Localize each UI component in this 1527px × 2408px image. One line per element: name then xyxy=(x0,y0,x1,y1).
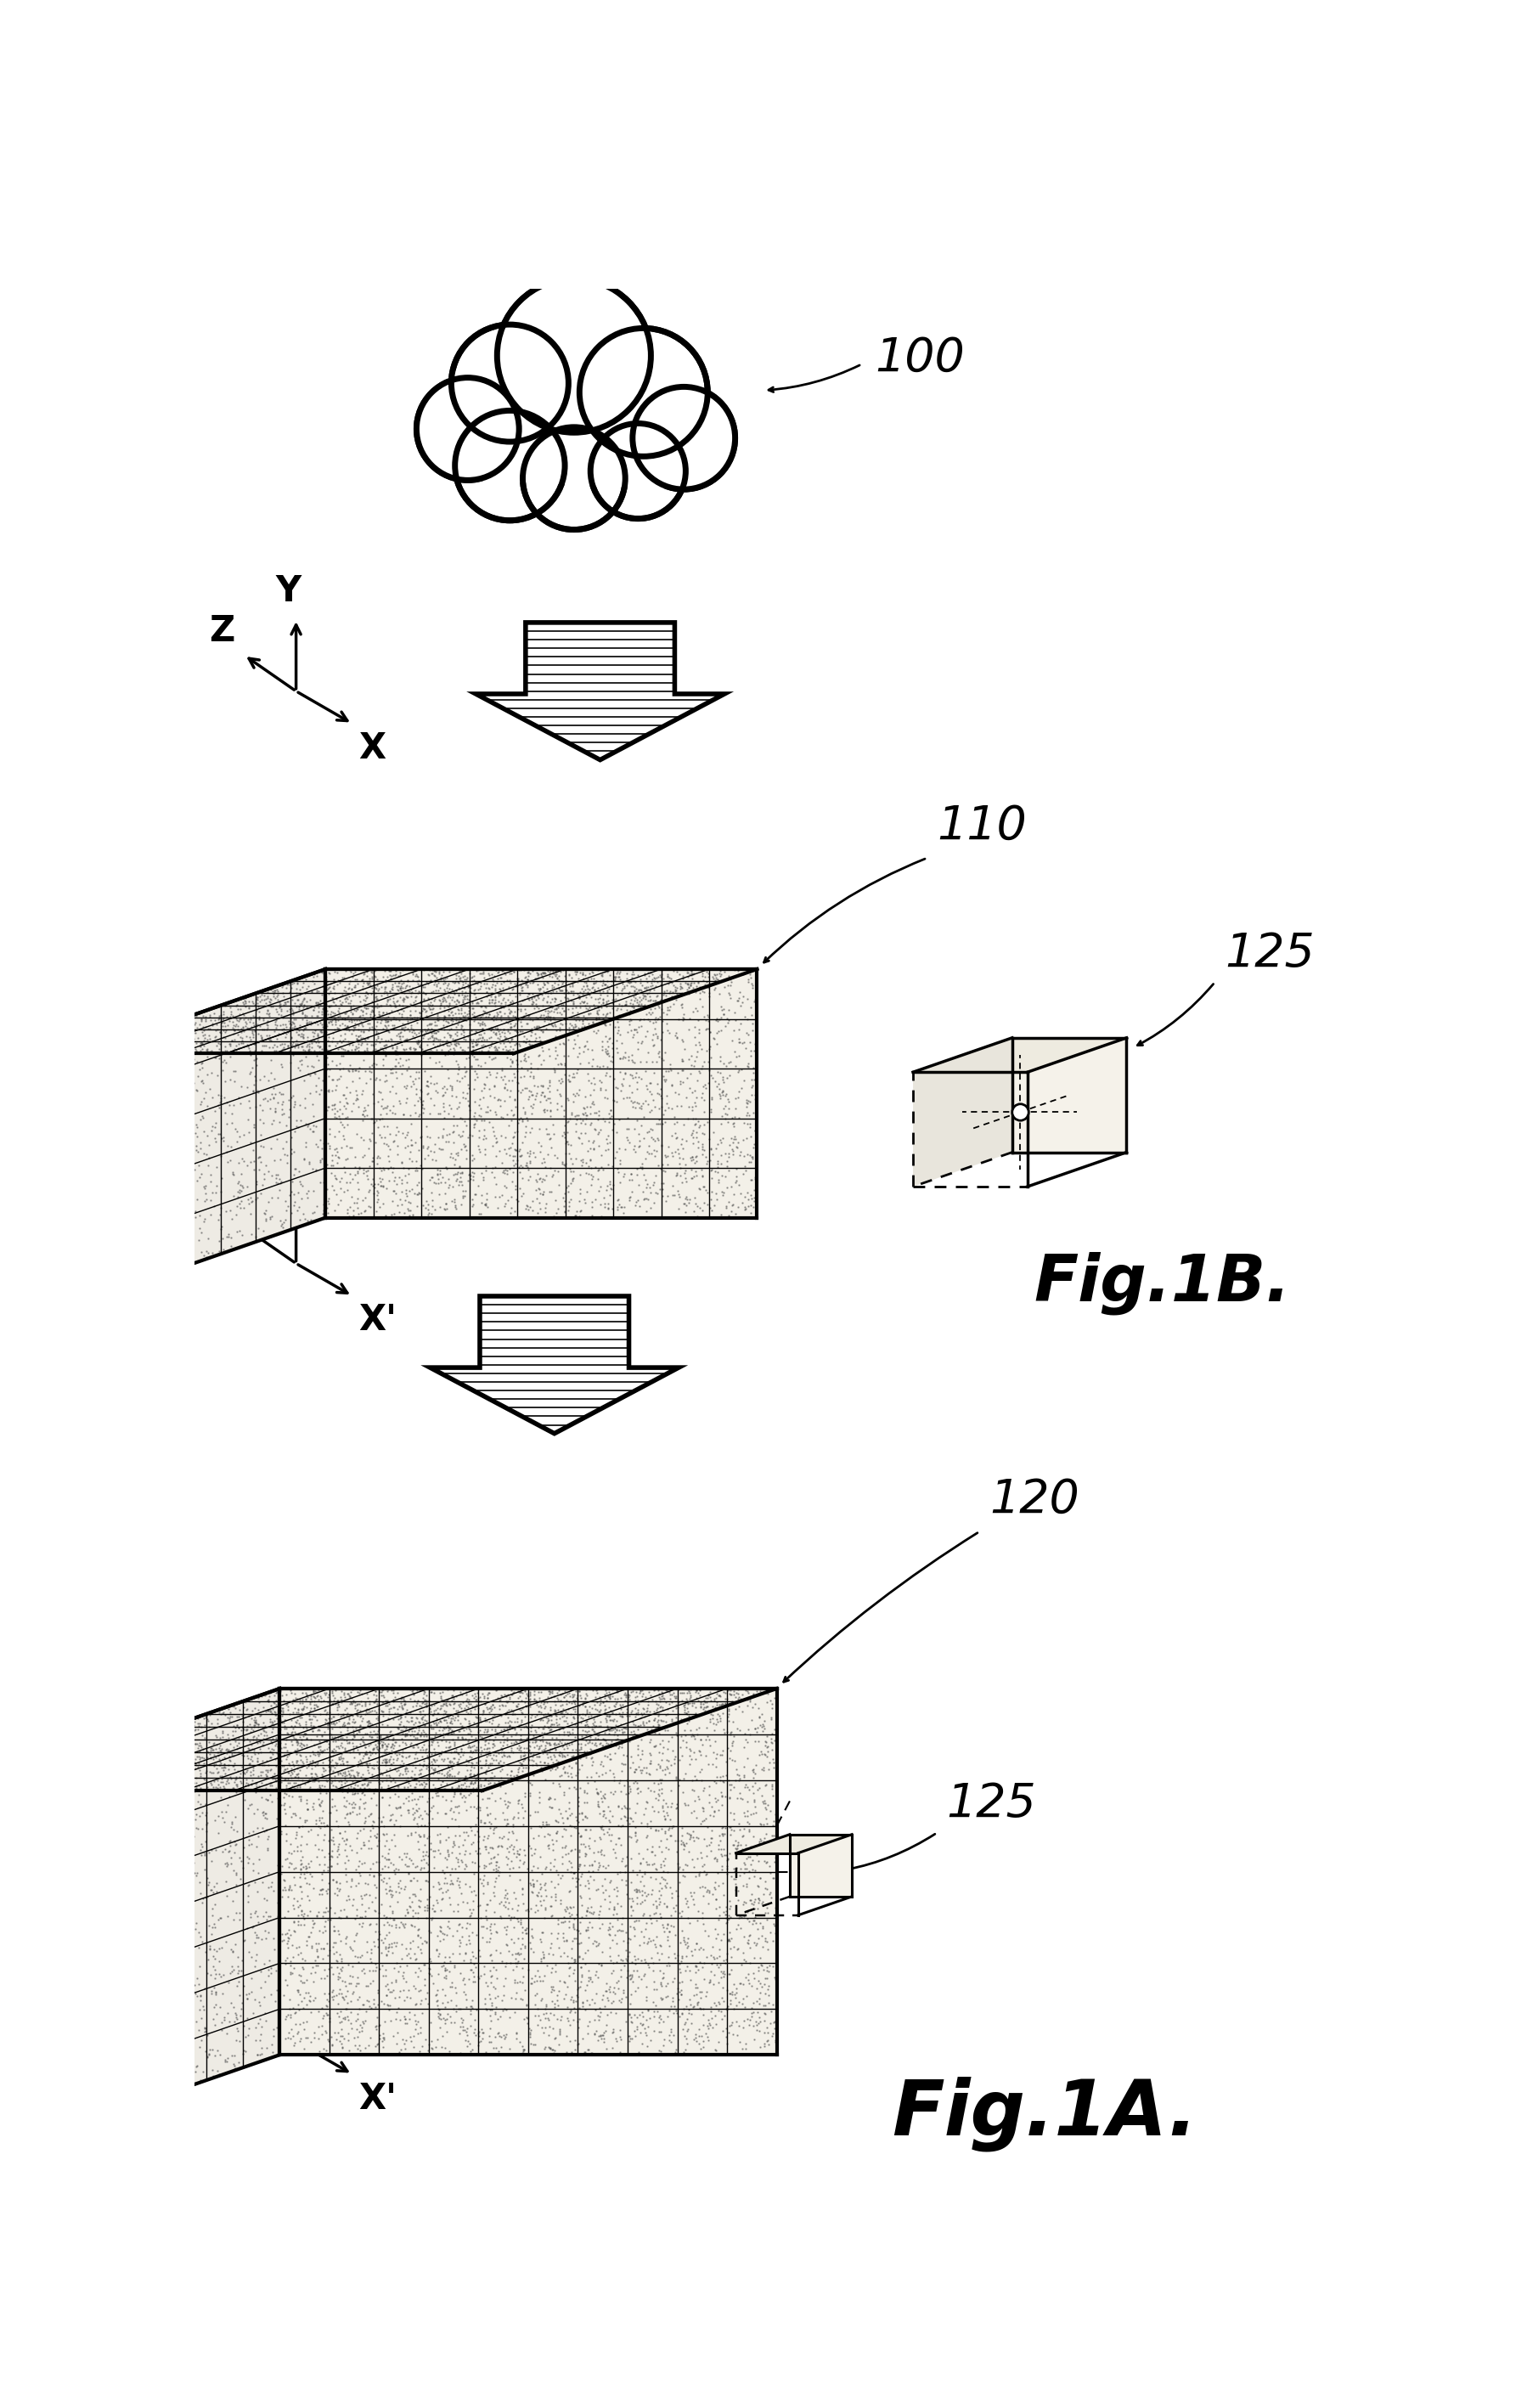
Text: X': X' xyxy=(359,1303,397,1339)
Text: 110: 110 xyxy=(938,804,1026,848)
Circle shape xyxy=(591,424,686,518)
Text: 100: 100 xyxy=(875,335,965,380)
Text: Y': Y' xyxy=(270,1924,307,1960)
Circle shape xyxy=(522,426,625,530)
Polygon shape xyxy=(417,279,734,489)
Polygon shape xyxy=(736,1835,852,1854)
Text: X': X' xyxy=(359,2081,397,2117)
Polygon shape xyxy=(913,1038,1012,1187)
Circle shape xyxy=(455,412,565,520)
Text: Fig.1B.: Fig.1B. xyxy=(1034,1252,1290,1315)
Circle shape xyxy=(452,325,568,441)
Polygon shape xyxy=(0,1688,279,2158)
Text: Z': Z' xyxy=(199,1963,235,1999)
Polygon shape xyxy=(789,1835,852,1898)
Polygon shape xyxy=(913,1038,1127,1072)
Polygon shape xyxy=(325,968,757,1218)
Circle shape xyxy=(579,327,707,458)
Polygon shape xyxy=(0,1688,777,1792)
Polygon shape xyxy=(1012,1038,1127,1153)
Polygon shape xyxy=(279,1688,777,2054)
Text: Y': Y' xyxy=(270,1146,307,1182)
Circle shape xyxy=(498,279,651,433)
Text: Y: Y xyxy=(275,573,301,609)
Text: Z': Z' xyxy=(199,1185,235,1221)
Polygon shape xyxy=(476,624,724,761)
Circle shape xyxy=(632,388,734,489)
Text: Fig.1A.: Fig.1A. xyxy=(892,2076,1197,2150)
Text: 120: 120 xyxy=(989,1476,1080,1522)
Text: 125: 125 xyxy=(947,1782,1037,1825)
Polygon shape xyxy=(82,968,757,1055)
Polygon shape xyxy=(82,968,325,1303)
Text: Z: Z xyxy=(209,614,235,648)
Text: X: X xyxy=(359,730,386,766)
Circle shape xyxy=(417,378,519,479)
Polygon shape xyxy=(431,1296,678,1433)
Text: 125: 125 xyxy=(1225,929,1315,975)
